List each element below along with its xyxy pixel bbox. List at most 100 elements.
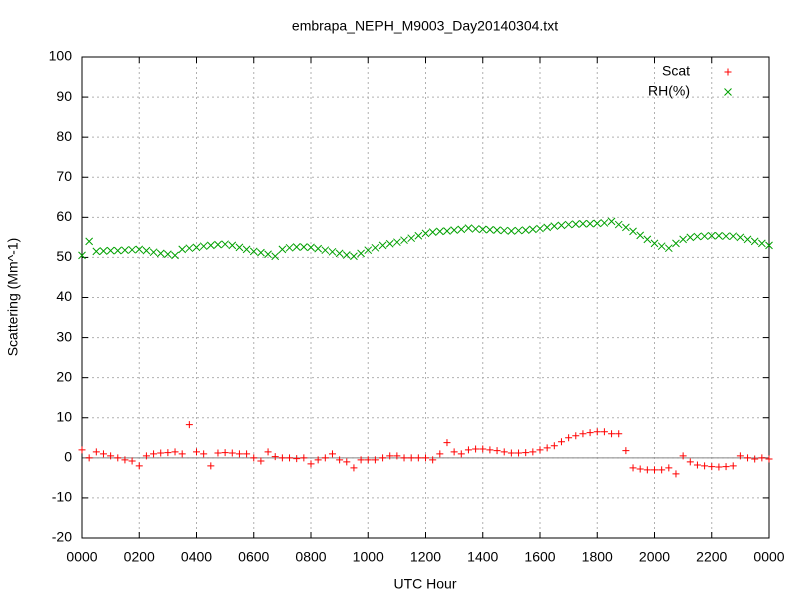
data-point [378, 241, 387, 250]
data-point [765, 241, 773, 250]
data-point [321, 454, 329, 462]
data-point [422, 454, 429, 462]
data-point [292, 243, 301, 251]
data-point [257, 248, 265, 257]
data-point [744, 454, 752, 462]
data-point [135, 462, 143, 470]
data-point [121, 246, 129, 255]
x-tick-label: 0600 [238, 549, 269, 565]
data-point [336, 456, 344, 464]
data-point [414, 231, 423, 240]
data-point [729, 232, 738, 241]
data-point [307, 243, 315, 252]
x-axis-label: UTC Hour [393, 576, 456, 592]
data-point [228, 241, 237, 250]
data-point [550, 442, 558, 450]
data-point [522, 449, 530, 457]
data-point [271, 453, 279, 461]
data-point [536, 224, 544, 233]
data-point [121, 456, 129, 464]
data-point [343, 458, 351, 466]
chart-title: embrapa_NEPH_M9003_Day20140304.txt [292, 18, 558, 34]
data-point [643, 235, 652, 244]
data-point [400, 236, 408, 245]
data-point [299, 243, 308, 251]
data-point [92, 448, 100, 456]
data-point [407, 454, 415, 462]
data-point [428, 228, 437, 237]
data-point [736, 452, 744, 460]
data-point [228, 449, 236, 457]
data-point [185, 421, 193, 429]
data-point [579, 430, 587, 438]
data-point [264, 250, 272, 259]
data-point [722, 463, 730, 471]
data-point [472, 445, 480, 453]
data-point [257, 457, 265, 465]
x-tick-label: 0800 [295, 549, 326, 565]
data-point [357, 249, 365, 258]
x-tick-label: 1000 [353, 549, 384, 565]
data-point [571, 220, 580, 229]
data-point [85, 454, 93, 462]
data-point [586, 219, 594, 228]
data-point [328, 247, 337, 256]
legend-marker [724, 88, 732, 96]
data-point [629, 464, 637, 472]
data-point [722, 232, 730, 241]
data-point [78, 251, 86, 260]
data-point [507, 449, 515, 457]
data-point [243, 450, 251, 458]
data-point [99, 247, 108, 255]
y-tick-label: 30 [56, 328, 72, 344]
data-point [593, 428, 601, 436]
data-point [178, 450, 186, 458]
data-point [150, 450, 158, 458]
data-point [607, 217, 616, 226]
x-tick-label: 1800 [582, 549, 613, 565]
data-point [235, 243, 244, 252]
data-point [156, 249, 165, 258]
data-point [271, 252, 280, 261]
x-tick-label: 0400 [181, 549, 212, 565]
data-point [500, 448, 508, 456]
legend-marker [724, 68, 732, 76]
data-point [435, 227, 444, 236]
data-point [192, 243, 201, 252]
data-point [85, 237, 94, 246]
data-point [515, 449, 523, 457]
data-point [514, 226, 523, 235]
data-point [171, 251, 179, 260]
data-point [765, 455, 773, 463]
data-point [701, 462, 709, 470]
y-tick-label: 100 [49, 48, 73, 64]
data-point [450, 448, 458, 456]
data-point [414, 454, 422, 462]
data-point [750, 237, 759, 246]
data-point [249, 247, 258, 256]
data-point [379, 454, 387, 462]
data-point [707, 231, 716, 240]
data-point [407, 234, 416, 243]
data-point [221, 449, 229, 457]
data-point [479, 445, 487, 453]
data-point [443, 227, 451, 235]
data-point [572, 432, 580, 440]
data-point [493, 226, 501, 235]
y-tick-label: 90 [56, 88, 72, 104]
data-point [171, 448, 179, 456]
data-point [199, 242, 208, 251]
data-point [185, 244, 194, 253]
data-point [314, 244, 323, 253]
data-point [486, 225, 494, 234]
y-tick-label: 40 [56, 288, 72, 304]
data-point [221, 240, 229, 249]
data-point [600, 219, 609, 227]
data-point [364, 456, 372, 464]
data-point [400, 454, 408, 462]
data-point [658, 466, 666, 474]
data-point [672, 239, 680, 248]
data-point [443, 439, 451, 447]
data-point [421, 229, 430, 238]
data-point [393, 238, 401, 247]
